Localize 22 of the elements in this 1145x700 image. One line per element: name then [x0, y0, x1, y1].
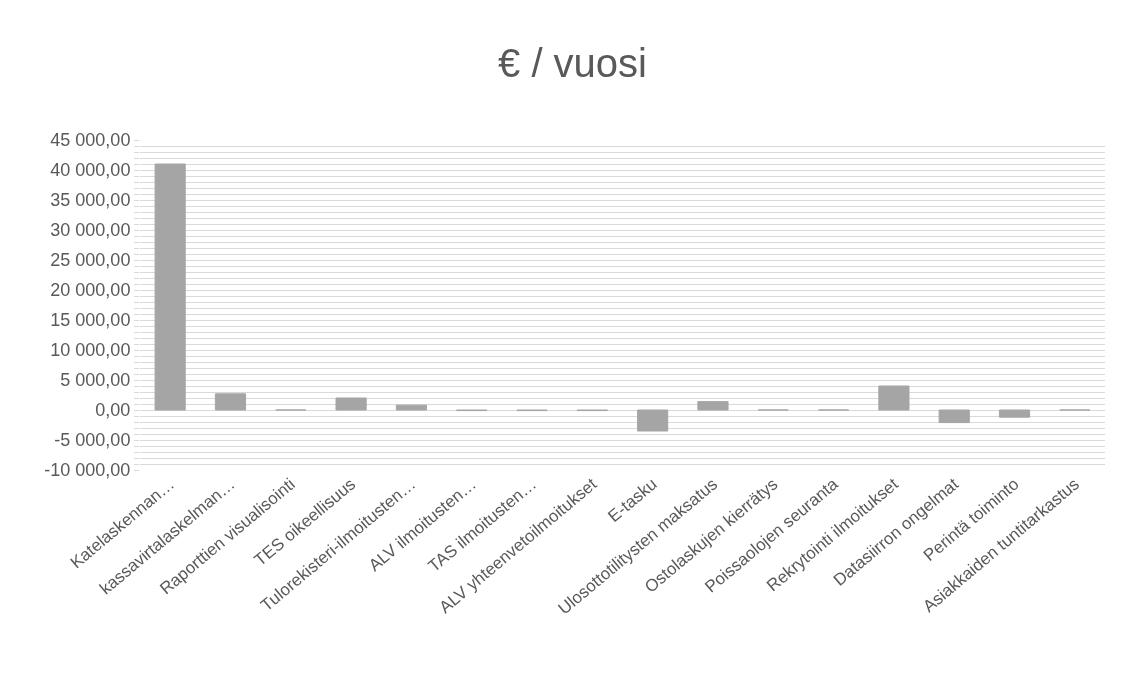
- y-tick-label: 5 000,00: [60, 370, 131, 391]
- y-tick-label: 45 000,00: [50, 130, 131, 151]
- bar: [938, 409, 970, 424]
- y-tick-label: 0,00: [95, 400, 131, 421]
- chart-title: € / vuosi: [498, 41, 647, 85]
- bar: [335, 397, 367, 411]
- bar: [637, 409, 669, 432]
- bar: [395, 404, 427, 411]
- y-tick-label: -5 000,00: [54, 430, 131, 451]
- y-tick-label: -10 000,00: [44, 460, 131, 481]
- y-tick-label: 15 000,00: [50, 310, 131, 331]
- bar: [214, 393, 247, 411]
- y-tick-label: 25 000,00: [50, 250, 131, 271]
- y-tick-label: 20 000,00: [50, 280, 131, 301]
- bar: [878, 385, 910, 411]
- y-tick-label: 30 000,00: [50, 220, 131, 241]
- bar: [998, 409, 1031, 418]
- y-tick-label: 10 000,00: [50, 340, 131, 361]
- bar: [154, 163, 186, 411]
- bar: [697, 401, 729, 411]
- y-tick-label: 35 000,00: [50, 190, 131, 211]
- y-tick-label: 40 000,00: [50, 160, 131, 181]
